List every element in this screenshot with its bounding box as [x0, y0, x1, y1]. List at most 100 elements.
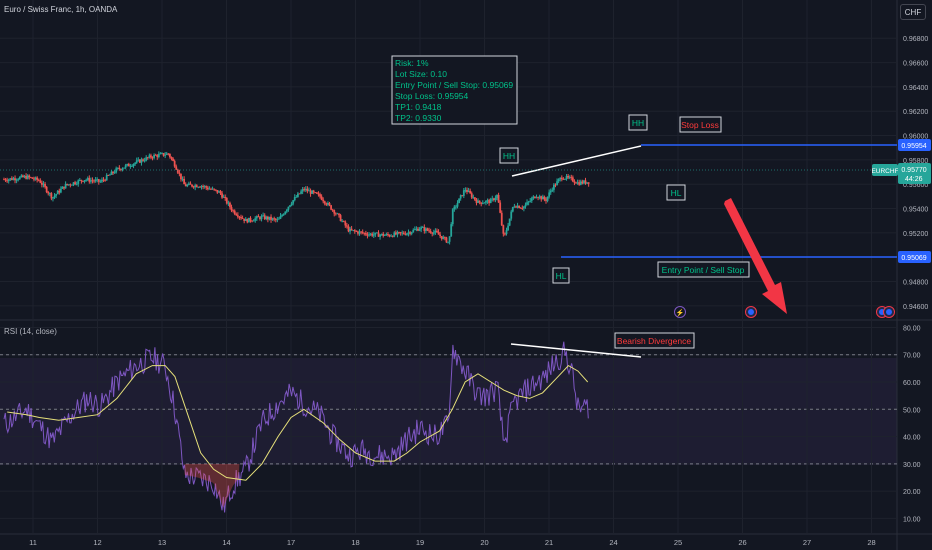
candle-body — [278, 218, 280, 220]
price-tick-label: 0.95800 — [903, 158, 928, 165]
candle-body — [567, 176, 570, 178]
candle-body — [420, 227, 423, 230]
label-hl-low[interactable]: HL — [552, 267, 570, 284]
svg-text:0.95770: 0.95770 — [901, 167, 926, 174]
candle-body — [241, 218, 244, 219]
candle-body — [86, 178, 89, 180]
candle-body — [69, 184, 72, 186]
label-stop-loss[interactable]: Stop Loss — [679, 116, 722, 133]
candle-body — [492, 198, 495, 201]
candle-body — [29, 177, 32, 179]
candle-body — [157, 154, 160, 158]
candle-body — [584, 180, 587, 184]
candle-body — [413, 229, 416, 231]
label-hl-right[interactable]: HL — [666, 184, 686, 201]
candle-body — [334, 213, 337, 215]
rsi-tick-label: 70.00 — [903, 353, 921, 360]
price-tick-label: 0.96800 — [903, 36, 928, 43]
candle-body — [142, 159, 144, 161]
candle-body — [156, 155, 159, 158]
candle-body — [115, 168, 118, 173]
candle-body — [34, 177, 37, 180]
svg-text:0.95069: 0.95069 — [901, 255, 926, 262]
candle-body — [176, 169, 179, 173]
candle-body — [376, 232, 378, 234]
time-tick-label: 18 — [351, 538, 359, 547]
candle-body — [497, 194, 500, 203]
candle-body — [341, 220, 344, 222]
trade-info-tp2: TP2: 0.9330 — [395, 113, 442, 123]
candle-body — [289, 205, 291, 207]
label-hh-left[interactable]: HH — [499, 147, 519, 164]
candle-body — [541, 196, 544, 200]
candle-body — [80, 179, 83, 181]
candle-body — [217, 191, 220, 193]
price-tick-label: 0.96200 — [903, 109, 928, 116]
candle-body — [491, 198, 494, 200]
candle-body — [390, 235, 393, 237]
candle-body — [339, 215, 342, 222]
candle-body — [540, 196, 543, 200]
candle-body — [391, 235, 394, 237]
rsi-tick-label: 20.00 — [903, 489, 921, 496]
label-bearish-divergence[interactable]: Bearish Divergence — [614, 332, 695, 349]
candle-body — [284, 211, 287, 215]
candle-body — [126, 163, 129, 166]
candle-body — [146, 157, 149, 159]
candle-body — [575, 182, 577, 184]
time-tick-label: 13 — [158, 538, 166, 547]
candle-body — [72, 182, 75, 185]
candle-body — [404, 233, 407, 235]
trendline-rsi-divergence[interactable] — [510, 343, 642, 358]
trendline-hh[interactable] — [511, 145, 642, 177]
candle-body — [549, 190, 552, 193]
candle-body — [64, 183, 67, 189]
candle-body — [83, 180, 86, 182]
candle-body — [131, 165, 133, 167]
candle-body — [233, 210, 236, 215]
candle-body — [208, 188, 211, 190]
label-hh-right[interactable]: HH — [628, 114, 648, 131]
candle-body — [504, 233, 506, 235]
rsi-tick-label: 60.00 — [903, 380, 921, 387]
candle-body — [417, 228, 419, 231]
svg-text:44:26: 44:26 — [905, 176, 923, 183]
candle-body — [437, 232, 440, 235]
candle-body — [521, 208, 524, 209]
candle-body — [99, 181, 102, 183]
candle-body — [47, 192, 50, 194]
candle-body — [50, 193, 53, 199]
svg-text:⚡: ⚡ — [676, 308, 685, 317]
trade-info-tp1: TP1: 0.9418 — [395, 102, 442, 112]
candle-body — [137, 159, 140, 161]
price-tick-label: 0.96400 — [903, 85, 928, 92]
time-tick-label: 21 — [545, 538, 553, 547]
rsi-tick-label: 80.00 — [903, 325, 921, 332]
label-entry-sell-stop[interactable]: Entry Point / Sell Stop — [657, 261, 750, 278]
candle-body — [308, 190, 310, 192]
candle-body — [349, 228, 351, 232]
candle-body — [393, 232, 396, 237]
svg-text:Stop Loss: Stop Loss — [681, 120, 719, 130]
candle-body — [442, 237, 445, 239]
candle-body — [48, 193, 51, 195]
candle-body — [22, 175, 24, 178]
candle-body — [262, 215, 265, 217]
candle-body — [78, 179, 81, 181]
event-marker-bolt-icon[interactable]: ⚡ — [674, 306, 686, 318]
candle-body — [303, 189, 306, 190]
trade-info-box[interactable]: Risk: 1% Lot Size: 0.10 Entry Point / Se… — [391, 55, 518, 125]
currency-button[interactable]: CHF — [900, 4, 926, 20]
event-marker-dividend-icon[interactable] — [745, 306, 757, 318]
candle-body — [150, 155, 152, 158]
event-marker-pair-icon[interactable] — [876, 306, 895, 318]
candle-body — [508, 218, 511, 226]
candle-body — [571, 177, 574, 182]
candle-body — [473, 197, 476, 200]
price-tick-label: 0.95200 — [903, 231, 928, 238]
candle-body — [412, 229, 415, 233]
candle-body — [301, 189, 304, 192]
bearish-arrow[interactable] — [724, 198, 787, 314]
